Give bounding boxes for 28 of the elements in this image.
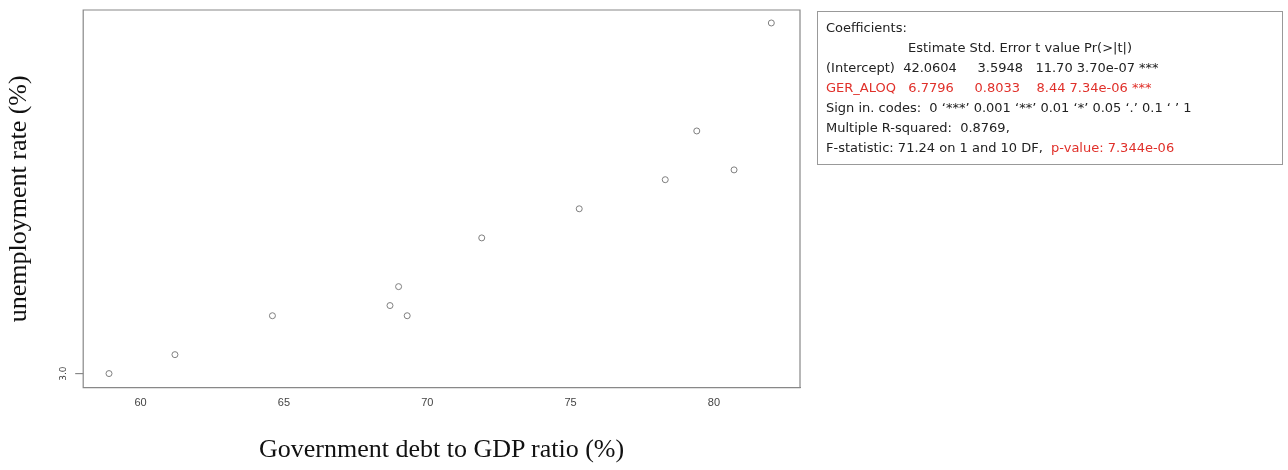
x-tick-label: 60 — [134, 396, 147, 409]
x-tick-label: 65 — [277, 396, 291, 409]
point — [268, 312, 276, 320]
text: Estimate Std. Error t value Pr(>|t|) — [908, 40, 1132, 55]
point — [171, 351, 179, 359]
text: (Intercept) 42.0604 3.5948 11.70 3.70e-07 *** — [826, 60, 1159, 75]
text: F-statistic: 71.24 on 1 and 10 DF, — [826, 140, 1043, 155]
point — [767, 19, 775, 27]
text: Coefficients: — [826, 20, 907, 35]
point — [395, 283, 403, 291]
text: GER_ALOQ 6.7796 0.8033 8.44 7.34e-06 *** — [826, 80, 1152, 95]
y-axis-title: unemployment rate (%) — [3, 75, 33, 323]
point — [730, 166, 738, 174]
point — [478, 234, 486, 242]
x-axis-title: Government debt to GDP ratio (%) — [259, 434, 625, 464]
text: p-value: 7.344e-06 — [1051, 140, 1175, 155]
point — [105, 370, 113, 378]
point — [661, 176, 669, 184]
point — [575, 205, 583, 213]
text: Multiple R-squared: 0.8769, — [826, 120, 1010, 135]
x-tick-label: 80 — [707, 396, 721, 409]
point — [693, 127, 701, 135]
text: 3.0 — [57, 366, 68, 381]
point — [386, 302, 394, 310]
point — [403, 312, 411, 320]
text: Sign in. codes: 0 ‘***’ 0.001 ‘**’ 0.01 ‘*’ 0.05 ‘.’ 0.1 ‘ ’ 1 — [826, 100, 1192, 115]
x-tick-label: 75 — [564, 396, 577, 409]
x-tick-label: 70 — [421, 396, 434, 409]
